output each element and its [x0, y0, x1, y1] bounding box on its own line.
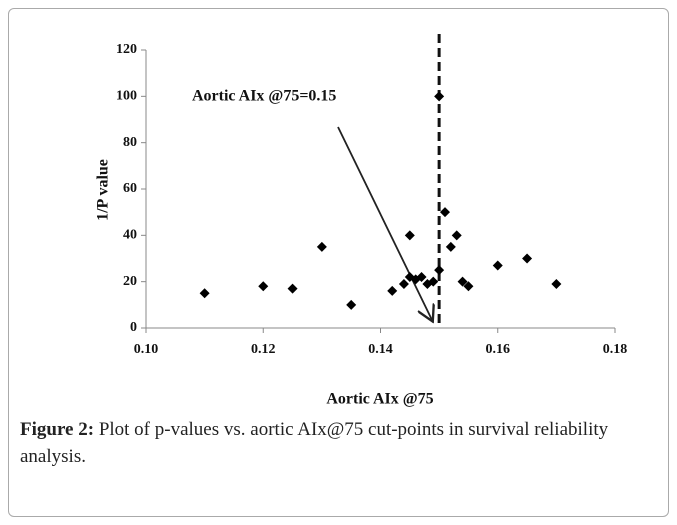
- x-tick-label: 0.10: [134, 342, 159, 357]
- point: [457, 276, 468, 287]
- caption: Figure 2: Plot of p-values vs. aortic AI…: [20, 416, 660, 470]
- point: [287, 283, 298, 294]
- point: [416, 272, 427, 283]
- caption-label: Figure 2:: [20, 419, 95, 440]
- point: [316, 241, 327, 252]
- y-tick-label: 60: [123, 181, 137, 196]
- y-tick-label: 120: [116, 42, 137, 57]
- point: [404, 230, 415, 241]
- point: [492, 260, 503, 271]
- caption-text: Plot of p-values vs. aortic AIx@75 cut-p…: [20, 419, 609, 467]
- x-tick-label: 0.12: [251, 342, 276, 357]
- x-tick-label: 0.18: [603, 342, 628, 357]
- point: [451, 230, 462, 241]
- x-tick-label: 0.14: [368, 342, 393, 357]
- point: [445, 241, 456, 252]
- point: [434, 265, 445, 276]
- point: [398, 278, 409, 289]
- chart: Aortic AIx @75=0.15 Aortic AIx @75 1/P v…: [95, 34, 628, 408]
- y-tick-label: 40: [123, 228, 137, 243]
- x-tick-label: 0.16: [486, 342, 511, 357]
- y-tick-label: 20: [123, 274, 137, 289]
- point: [463, 281, 474, 292]
- point: [522, 253, 533, 264]
- annotation: Aortic AIx @75=0.15: [192, 88, 336, 105]
- point: [439, 207, 450, 218]
- point: [551, 278, 562, 289]
- point: [346, 299, 357, 310]
- figure-frame: [8, 8, 669, 517]
- y-tick-label: 100: [116, 89, 137, 104]
- y-tick-label: 0: [130, 320, 137, 335]
- point: [199, 288, 210, 299]
- point: [258, 281, 269, 292]
- point: [434, 91, 445, 102]
- y-axis-label: 1/P value: [95, 159, 112, 221]
- point: [428, 276, 439, 287]
- point: [387, 285, 398, 296]
- x-axis-label: Aortic AIx @75: [326, 391, 433, 408]
- y-tick-label: 80: [123, 135, 137, 150]
- annotation-arrow: [337, 126, 432, 320]
